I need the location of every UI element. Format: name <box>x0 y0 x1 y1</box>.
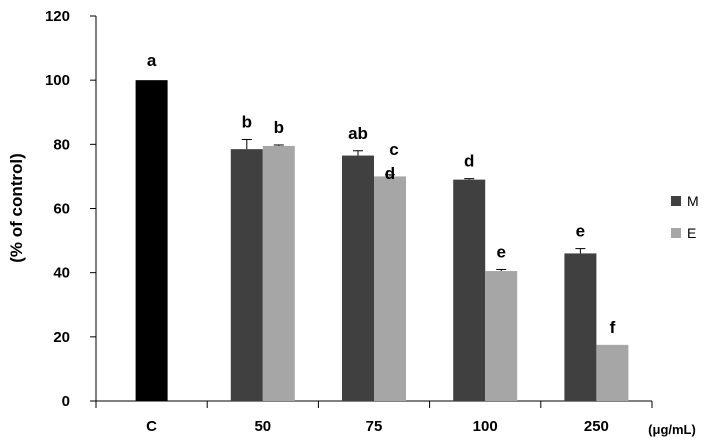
x-tick-label: 75 <box>366 418 383 435</box>
y-tick-label: 60 <box>53 201 70 218</box>
significance-label: f <box>610 318 616 337</box>
y-tick-label: 80 <box>53 136 70 153</box>
significance-label: d <box>385 164 395 183</box>
x-tick-label: 50 <box>254 418 271 435</box>
chart-bars <box>135 80 629 402</box>
bar-e <box>596 344 629 401</box>
significance-label: b <box>242 113 252 132</box>
x-axis-unit-label: (μg/mL) <box>648 422 696 437</box>
significance-label: e <box>576 222 585 241</box>
y-tick-label: 120 <box>45 8 70 25</box>
bar-e <box>485 271 518 401</box>
x-tick-label: C <box>146 418 157 435</box>
chart-axes: 0 20 40 60 80 100 120 C 50 75 100 250 <box>45 8 653 435</box>
control-bar <box>135 80 168 402</box>
legend-label-e: E <box>687 225 696 241</box>
y-tick-label: 0 <box>62 393 70 410</box>
significance-label: e <box>496 242 505 261</box>
legend-swatch-e <box>671 228 681 238</box>
y-axis-label: (% of control) <box>7 153 26 263</box>
legend-swatch-m <box>671 196 681 206</box>
y-tick-label: 100 <box>45 72 70 89</box>
bar-e <box>262 145 295 401</box>
x-tick-label: 100 <box>473 418 498 435</box>
significance-label: a <box>147 51 157 70</box>
bar-e <box>374 176 406 401</box>
significance-label: d <box>464 152 474 171</box>
y-tick-label: 20 <box>53 329 70 346</box>
bar-m <box>342 155 374 401</box>
x-tick-label: 250 <box>584 418 609 435</box>
significance-label: ab <box>348 124 368 143</box>
legend: ME <box>671 193 699 241</box>
bar-m <box>453 179 486 401</box>
y-tick-label: 40 <box>53 265 70 282</box>
bar-m <box>230 149 263 401</box>
legend-label-m: M <box>687 193 699 209</box>
bar-m <box>564 253 597 401</box>
significance-label: c <box>389 140 398 159</box>
significance-label: b <box>274 118 284 137</box>
